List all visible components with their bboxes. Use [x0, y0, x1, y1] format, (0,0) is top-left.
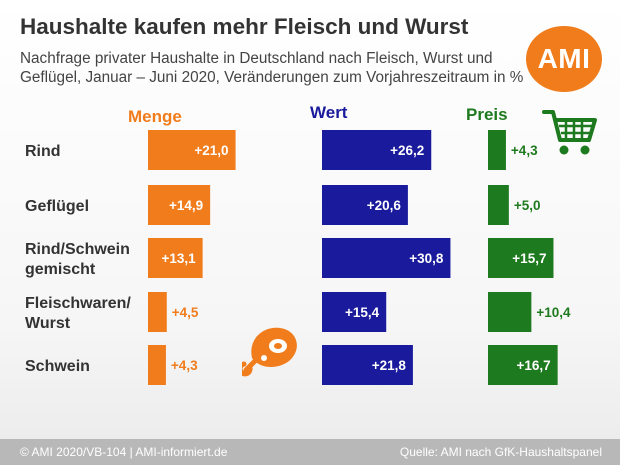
category-label: gemischt [25, 261, 96, 278]
subtitle-line-2: Geflügel, Januar – Juni 2020, Veränderun… [20, 69, 524, 86]
data-label: +30,8 [409, 251, 444, 266]
bar-preis [488, 345, 558, 385]
category-label: Rind [25, 143, 61, 160]
subtitle-line-1: Nachfrage privater Haushalte in Deutschl… [20, 50, 493, 67]
category-label: Rind/Schwein [25, 241, 130, 258]
bar-preis [488, 185, 509, 225]
bar-preis [488, 130, 506, 170]
data-label: +5,0 [514, 198, 541, 213]
chart-subtitle: Nachfrage privater Haushalte in Deutschl… [20, 49, 523, 87]
data-label: +10,4 [536, 305, 571, 320]
data-label: +16,7 [516, 358, 550, 373]
ham-meat-icon [242, 327, 297, 377]
footer-source: Quelle: AMI nach GfK-Haushaltspanel [399, 445, 602, 459]
category-label: Schwein [25, 358, 90, 375]
category-label: Wurst [25, 315, 71, 332]
category-label: Geflügel [25, 198, 89, 215]
category-label: Fleischwaren/ [25, 295, 131, 312]
bar-menge [148, 238, 203, 278]
data-label: +21,0 [194, 143, 228, 158]
bar-preis [488, 238, 554, 278]
data-label: +20,6 [367, 198, 402, 213]
shopping-cart-icon [542, 110, 597, 155]
bar-wert [322, 130, 432, 170]
data-label: +26,2 [390, 143, 424, 158]
bar-chart: Menge Wert Preis Rind Geflügel Rind/Schwein ge… [25, 103, 571, 385]
bar-preis [488, 292, 532, 332]
column-title-menge: Menge [128, 107, 182, 126]
data-label: +15,4 [345, 305, 380, 320]
column-title-preis: Preis [466, 105, 508, 124]
data-label: +4,3 [511, 143, 538, 158]
bar-menge [148, 185, 211, 225]
column-title-wert: Wert [310, 103, 348, 122]
bar-menge [148, 130, 236, 170]
data-label: +4,3 [171, 358, 198, 373]
bar-menge [148, 345, 166, 385]
bar-wert [322, 185, 408, 225]
logo-text: AMI [537, 43, 591, 74]
footer-copyright: © AMI 2020/VB-104 | AMI-informiert.de [20, 445, 228, 459]
bar-wert [322, 292, 387, 332]
data-label: +13,1 [161, 251, 196, 266]
bar-wert [322, 345, 413, 385]
data-label: +4,5 [172, 305, 199, 320]
data-label: +21,8 [372, 358, 407, 373]
footer-bar: © AMI 2020/VB-104 | AMI-informiert.de Qu… [0, 439, 620, 465]
chart-title: Haushalte kaufen mehr Fleisch und Wurst [20, 14, 469, 39]
bar-menge [148, 292, 167, 332]
data-label: +14,9 [169, 198, 203, 213]
data-label: +15,7 [512, 251, 546, 266]
ami-logo: AMI [526, 26, 602, 92]
bar-wert [322, 238, 451, 278]
